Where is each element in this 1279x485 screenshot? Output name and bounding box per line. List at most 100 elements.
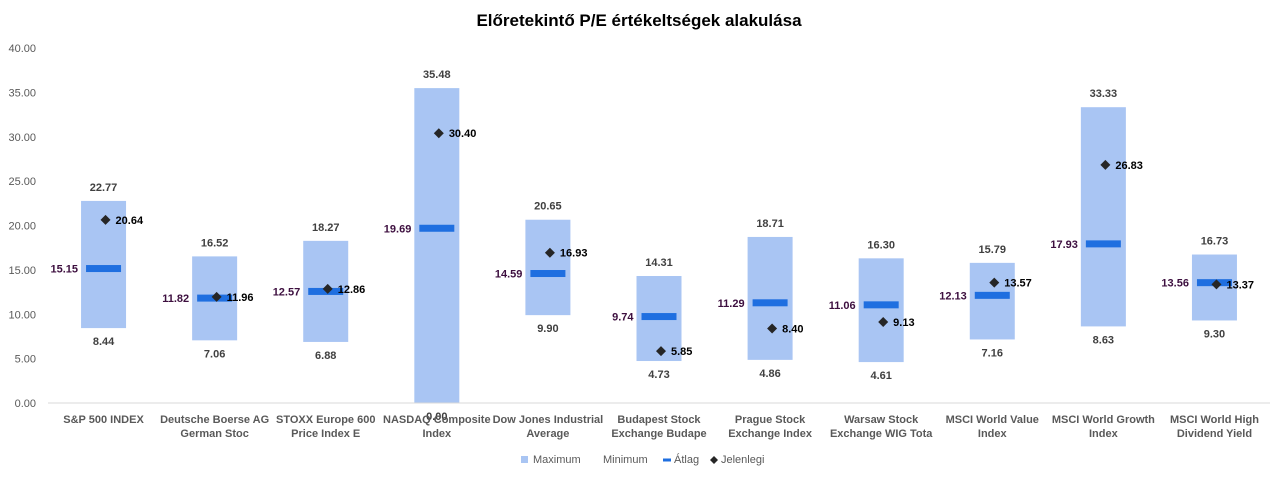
max-label: 20.65 xyxy=(534,201,562,213)
min-label: 9.30 xyxy=(1204,328,1225,340)
min-label: 8.63 xyxy=(1093,334,1114,346)
legend-current-label: Jelenlegi xyxy=(721,454,764,466)
y-tick-label: 25.00 xyxy=(8,176,36,188)
min-label: 7.16 xyxy=(982,347,1003,359)
category-label-line: MSCI World High xyxy=(1170,414,1259,426)
current-label: 13.37 xyxy=(1226,279,1254,291)
legend-maximum-swatch xyxy=(521,456,528,463)
average-marker xyxy=(641,313,677,321)
max-label: 16.73 xyxy=(1201,236,1229,248)
current-marker xyxy=(100,214,111,225)
min-label: 0.00 xyxy=(426,411,447,423)
category-label-line: Exchange WIG Tota xyxy=(830,428,933,440)
max-label: 22.77 xyxy=(90,182,118,194)
current-label: 5.85 xyxy=(671,346,692,358)
range-bar xyxy=(747,236,793,360)
x-axis: S&P 500 INDEX Deutsche Boerse AG German St… xyxy=(48,402,1270,440)
chart-title: Előretekintő P/E értékeltségek alakulása xyxy=(476,11,802,30)
legend-current-swatch xyxy=(710,456,718,464)
min-label: 9.90 xyxy=(537,323,558,335)
range-bar xyxy=(858,258,904,363)
y-tick-label: 20.00 xyxy=(8,221,36,233)
category-label-line: Index xyxy=(422,428,452,440)
range-bar xyxy=(969,262,1015,340)
max-label: 33.33 xyxy=(1090,88,1118,100)
y-axis: 0.00 5.00 10.00 15.00 20.00 25.00 30.00 35.00 40… xyxy=(8,43,36,410)
category-label: NASDAQ Composite Index xyxy=(383,414,491,440)
average-label: 11.29 xyxy=(718,298,745,310)
y-tick-label: 5.00 xyxy=(15,354,36,366)
category-label: MSCI World Value Index xyxy=(946,414,1039,440)
average-marker xyxy=(530,270,566,278)
category-label-line: German Stoc xyxy=(180,428,248,440)
y-tick-label: 10.00 xyxy=(8,309,36,321)
current-marker xyxy=(656,346,666,357)
category-label-line: Dow Jones Industrial xyxy=(493,414,604,426)
average-label: 12.13 xyxy=(939,290,967,302)
category-label-line: Prague Stock xyxy=(735,414,806,426)
average-label: 17.93 xyxy=(1050,239,1078,251)
average-label: 9.74 xyxy=(612,312,634,324)
current-label: 16.93 xyxy=(560,248,588,260)
range-bar xyxy=(1191,254,1237,321)
category-label-line: Index xyxy=(1089,428,1119,440)
category-label-line: S&P 500 INDEX xyxy=(63,414,144,426)
category-label-line: Budapest Stock xyxy=(617,414,701,426)
category-label-line: Warsaw Stock xyxy=(844,414,919,426)
category-label-line: NASDAQ Composite xyxy=(383,414,491,426)
max-label: 16.30 xyxy=(867,239,895,251)
category-label: MSCI World Growth Index xyxy=(1052,414,1155,440)
current-label: 11.96 xyxy=(227,292,254,304)
max-label: 18.71 xyxy=(756,218,784,230)
category-label: Deutsche Boerse AG German Stoc xyxy=(160,414,269,440)
average-label: 15.15 xyxy=(51,264,79,276)
max-label: 14.31 xyxy=(645,257,673,269)
average-marker xyxy=(863,301,899,309)
range-bar xyxy=(1080,107,1126,327)
y-tick-label: 30.00 xyxy=(8,132,36,144)
category-label-line: STOXX Europe 600 xyxy=(276,414,375,426)
current-marker xyxy=(544,247,555,258)
category-label-line: Average xyxy=(526,428,569,440)
current-marker xyxy=(433,128,444,139)
current-label: 12.86 xyxy=(338,284,366,296)
max-label: 15.79 xyxy=(979,244,1007,256)
average-marker xyxy=(419,224,455,232)
current-label: 9.13 xyxy=(893,317,914,329)
legend-average-swatch xyxy=(663,458,671,462)
y-tick-label: 15.00 xyxy=(8,265,36,277)
average-label: 12.57 xyxy=(273,286,301,298)
average-marker xyxy=(974,291,1010,299)
current-marker xyxy=(322,283,333,294)
category-label-line: Price Index E xyxy=(291,428,360,440)
average-marker xyxy=(86,265,122,273)
y-tick-label: 35.00 xyxy=(8,87,36,99)
average-marker xyxy=(752,299,788,307)
average-label: 13.56 xyxy=(1161,278,1189,290)
category-label-line: MSCI World Growth xyxy=(1052,414,1155,426)
min-label: 8.44 xyxy=(93,336,115,348)
legend: Maximum Minimum Átlag Jelenlegi xyxy=(521,453,764,466)
category-label-line: Index xyxy=(978,428,1008,440)
category-label: Warsaw Stock Exchange WIG Tota xyxy=(830,414,933,440)
max-label: 16.52 xyxy=(201,237,229,249)
category-label: MSCI World High Dividend Yield xyxy=(1170,414,1259,440)
category-label: Budapest Stock Exchange Budape xyxy=(611,414,706,440)
current-marker xyxy=(1211,279,1222,290)
average-marker xyxy=(1085,240,1121,248)
min-label: 4.86 xyxy=(759,368,780,380)
min-label: 6.88 xyxy=(315,350,336,362)
range-bar xyxy=(414,88,460,404)
category-label-line: Dividend Yield xyxy=(1177,428,1252,440)
current-marker xyxy=(989,277,1000,288)
min-label: 4.61 xyxy=(870,370,891,382)
current-label: 30.40 xyxy=(449,128,477,140)
legend-average-label: Átlag xyxy=(674,453,699,466)
category-label: S&P 500 INDEX xyxy=(63,414,144,426)
category-label: Prague Stock Exchange Index xyxy=(728,414,813,440)
max-label: 18.27 xyxy=(312,222,340,234)
current-label: 26.83 xyxy=(1115,160,1143,172)
current-marker xyxy=(878,316,889,327)
